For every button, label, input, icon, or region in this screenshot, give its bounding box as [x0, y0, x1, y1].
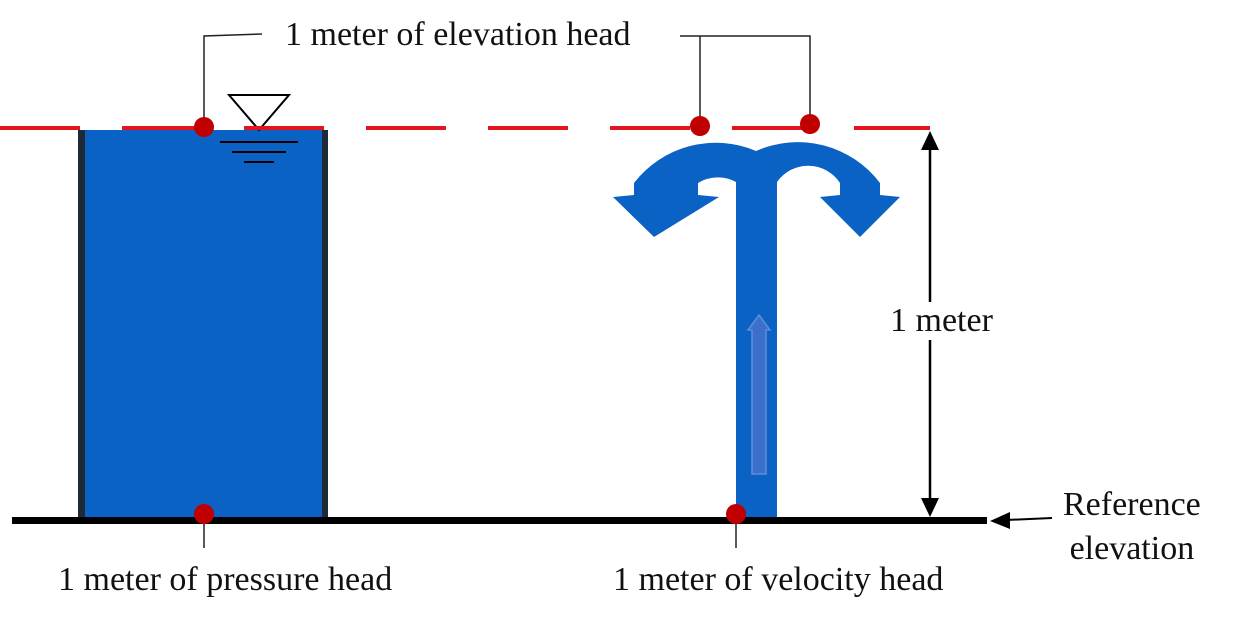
bottom-label-leaders [203, 524, 737, 548]
water-level-symbol-icon [220, 94, 298, 163]
elevation-head-label: 1 meter of elevation head [279, 18, 637, 52]
elevation-head-leaders [203, 33, 811, 127]
reference-arrow-icon [990, 512, 1053, 529]
tank-left-wall [78, 130, 85, 521]
point-tank-bottom [194, 504, 214, 524]
reference-label-line1: Reference [1063, 486, 1201, 523]
reference-elevation-label: Reference elevation [1063, 483, 1201, 571]
point-jet-right-top [800, 114, 820, 134]
tank-right-wall [322, 130, 328, 521]
upward-arrow-icon [746, 313, 772, 475]
point-jet-base [726, 504, 746, 524]
point-markers [194, 114, 820, 524]
one-meter-label: 1 meter [884, 302, 999, 340]
point-tank-surface [194, 117, 214, 137]
velocity-head-label: 1 meter of velocity head [613, 561, 944, 598]
reference-label-line2: elevation [1069, 530, 1195, 568]
tank-water [84, 130, 324, 519]
pressure-head-label: 1 meter of pressure head [58, 561, 393, 598]
point-jet-left-top [690, 116, 710, 136]
reference-ground-line [12, 517, 987, 524]
